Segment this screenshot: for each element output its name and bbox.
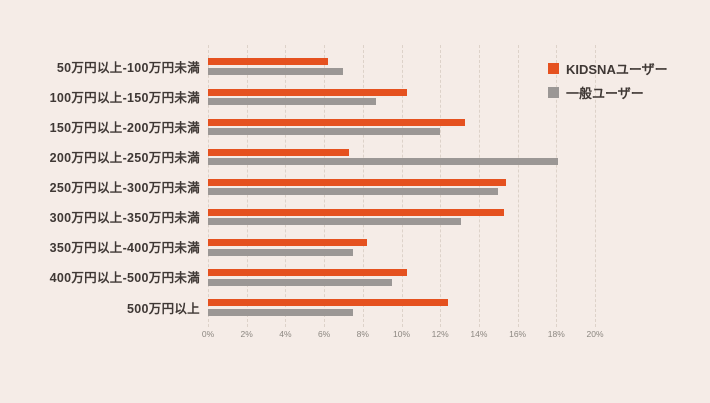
kidsna-bar <box>208 148 350 156</box>
bar-group: 250万円以上-300万円未満 <box>0 172 710 202</box>
gridline <box>595 45 596 327</box>
bar-pair <box>208 269 408 288</box>
category-label: 350万円以上-400万円未満 <box>49 241 200 256</box>
bar-pair <box>208 148 559 168</box>
bar-group: 100万円以上-150万円未満 <box>0 82 710 112</box>
kidsna-bar <box>208 208 505 216</box>
bar-group: 500万円以上 <box>0 293 710 323</box>
category-label: 150万円以上-200万円未満 <box>49 120 200 135</box>
bar-group: 150万円以上-200万円未満 <box>0 112 710 142</box>
kidsna-bar <box>208 118 466 126</box>
x-tick-label: 20% <box>586 329 604 339</box>
gridline <box>401 45 403 327</box>
bar-group: 300万円以上-350万円未満 <box>0 202 710 232</box>
general-user-bar <box>208 218 462 226</box>
legend-item: 一般ユーザー <box>548 83 668 102</box>
category-label: 50万円以上-100万円未満 <box>56 60 200 75</box>
kidsna-bar <box>208 88 408 96</box>
general-user-bar <box>208 98 377 106</box>
general-user-bar <box>208 308 354 316</box>
category-label: 400万円以上-500万円未満 <box>49 271 200 286</box>
x-tick-label: 2% <box>240 329 253 339</box>
general-user-bar <box>208 128 441 136</box>
general-user-bar <box>208 67 344 75</box>
category-label: 200万円以上-250万円未満 <box>49 151 200 165</box>
category-label: 100万円以上-150万円未満 <box>49 90 200 105</box>
category-label: 250万円以上-300万円未満 <box>49 181 200 196</box>
bar-pair <box>208 118 466 138</box>
x-tick-label: 12% <box>431 329 449 339</box>
gridline <box>362 45 364 327</box>
gridline <box>440 45 442 327</box>
bar-pair <box>208 208 505 228</box>
bar-pair <box>208 239 367 258</box>
legend-swatch <box>548 87 559 98</box>
gridline <box>556 45 558 327</box>
legend-item: KIDSNAユーザー <box>548 59 668 78</box>
x-tick-label: 18% <box>547 329 565 339</box>
x-tick-label: 14% <box>470 329 488 339</box>
legend-swatch <box>548 63 559 74</box>
general-user-bar <box>208 278 392 286</box>
gridline <box>246 45 248 327</box>
kidsna-bar <box>208 269 408 277</box>
bar-group: 400万円以上-500万円未満 <box>0 262 710 292</box>
gridline <box>517 45 519 327</box>
x-tick-label: 8% <box>356 329 369 339</box>
general-user-bar <box>208 158 559 166</box>
bar-pair <box>208 178 506 198</box>
gridline <box>208 45 209 327</box>
category-label: 300万円以上-350万円未満 <box>49 211 200 226</box>
bar-pair <box>208 299 448 318</box>
legend-label: 一般ユーザー <box>566 86 644 101</box>
kidsna-bar <box>208 58 328 66</box>
legend-label: KIDSNAユーザー <box>566 62 668 77</box>
legend: KIDSNAユーザー 一般ユーザー <box>548 59 668 107</box>
bar-group: 350万円以上-400万円未満 <box>0 232 710 262</box>
gridline <box>478 45 480 327</box>
x-tick-label: 6% <box>317 329 331 339</box>
kidsna-bar <box>208 299 448 307</box>
x-tick-label: 0% <box>201 329 215 339</box>
bar-pair <box>208 88 408 108</box>
category-label: 500万円以上 <box>127 301 200 316</box>
x-tick-label: 4% <box>279 329 292 339</box>
general-user-bar <box>208 248 354 256</box>
gridline <box>324 45 326 327</box>
bar-pair <box>208 58 344 77</box>
general-user-bar <box>208 188 499 196</box>
gridline <box>285 45 287 327</box>
bar-group: 50万円以上-100万円未満 <box>0 52 710 82</box>
x-tick-label: 16% <box>509 329 527 339</box>
kidsna-bar <box>208 178 506 186</box>
x-tick-label: 10% <box>392 329 411 339</box>
bar-group: 200万円以上-250万円未満 <box>0 142 710 172</box>
kidsna-bar <box>208 239 367 247</box>
